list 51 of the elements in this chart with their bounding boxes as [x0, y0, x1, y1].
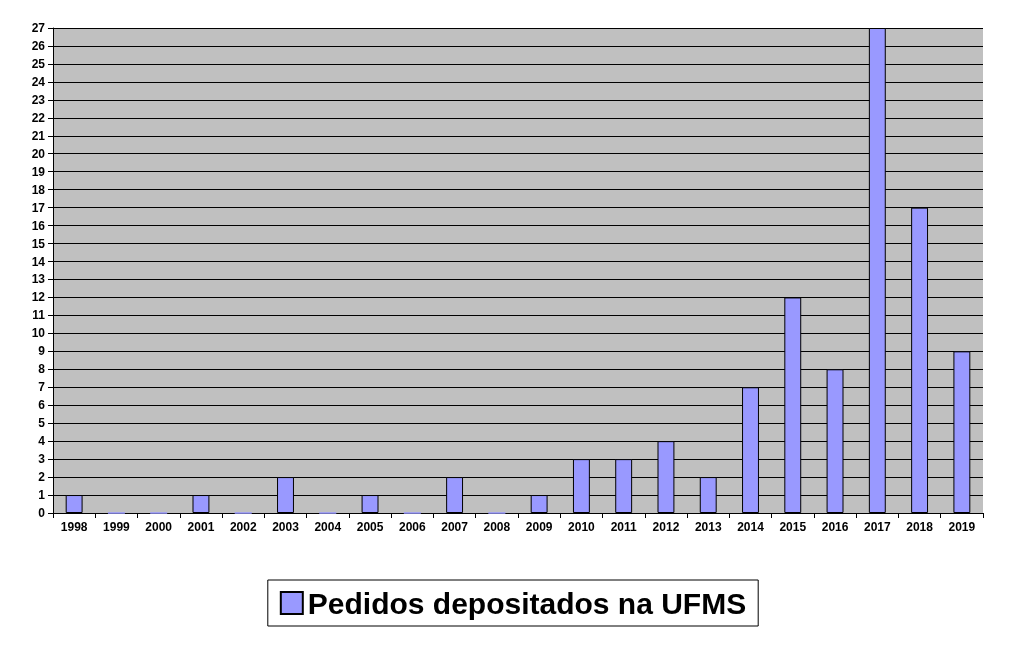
- x-tick-label: 2007: [441, 520, 469, 534]
- x-tick-label: 2008: [483, 520, 511, 534]
- y-tick-label: 15: [31, 236, 46, 251]
- x-tick-label: 2001: [187, 520, 215, 534]
- x-tick-label: 2014: [737, 520, 765, 534]
- x-tick-label: 1998: [60, 520, 88, 534]
- x-tick-label: 2002: [229, 520, 257, 534]
- y-tick-label: 21: [31, 128, 46, 143]
- x-tick-label: 2011: [610, 520, 638, 534]
- y-tick-label: 0: [38, 506, 46, 520]
- y-tick-label: 27: [31, 21, 46, 35]
- y-tick-label: 16: [31, 218, 46, 233]
- x-tick-label: 2009: [525, 520, 553, 534]
- x-tick-label: 2017: [863, 520, 891, 534]
- y-tick-label: 23: [31, 92, 46, 107]
- y-tick-label: 10: [31, 326, 46, 341]
- y-tick-label: 2: [38, 470, 46, 485]
- x-tick-label: 2000: [145, 520, 173, 534]
- y-tick-label: 26: [31, 38, 46, 53]
- y-tick-label: 22: [31, 110, 46, 125]
- x-tick-label: 2004: [314, 520, 342, 534]
- x-tick-label: 2018: [906, 520, 934, 534]
- y-tick-label: 14: [31, 254, 46, 269]
- x-tick-label: 2016: [821, 520, 849, 534]
- x-tick-label: 2013: [694, 520, 722, 534]
- y-tick-label: 13: [31, 272, 46, 287]
- y-tick-label: 9: [38, 344, 46, 359]
- y-tick-label: 8: [38, 362, 46, 377]
- x-tick-label: 2010: [568, 520, 596, 534]
- y-tick-label: 3: [38, 452, 46, 467]
- y-tick-label: 25: [31, 56, 46, 71]
- x-tick-label: 2012: [652, 520, 680, 534]
- y-tick-label: 18: [31, 182, 46, 197]
- y-tick-label: 20: [31, 146, 46, 161]
- y-tick-label: 19: [31, 164, 46, 179]
- x-tick-label: 1999: [103, 520, 131, 534]
- y-tick-label: 17: [31, 200, 46, 215]
- y-tick-label: 7: [38, 380, 46, 395]
- x-tick-label: 2006: [398, 520, 426, 534]
- y-tick-label: 11: [32, 308, 46, 323]
- y-tick-label: 6: [38, 398, 46, 413]
- x-tick-label: 2003: [272, 520, 300, 534]
- y-tick-label: 4: [38, 434, 46, 449]
- x-tick-label: 2019: [948, 520, 976, 534]
- y-tick-label: 12: [31, 290, 46, 305]
- legend-label: Pedidos depositados na UFMS: [307, 586, 747, 620]
- x-tick-label: 2005: [356, 520, 384, 534]
- y-tick-label: 24: [31, 74, 46, 89]
- y-tick-label: 1: [38, 488, 46, 503]
- x-tick-label: 2015: [779, 520, 807, 534]
- y-tick-label: 5: [38, 416, 46, 431]
